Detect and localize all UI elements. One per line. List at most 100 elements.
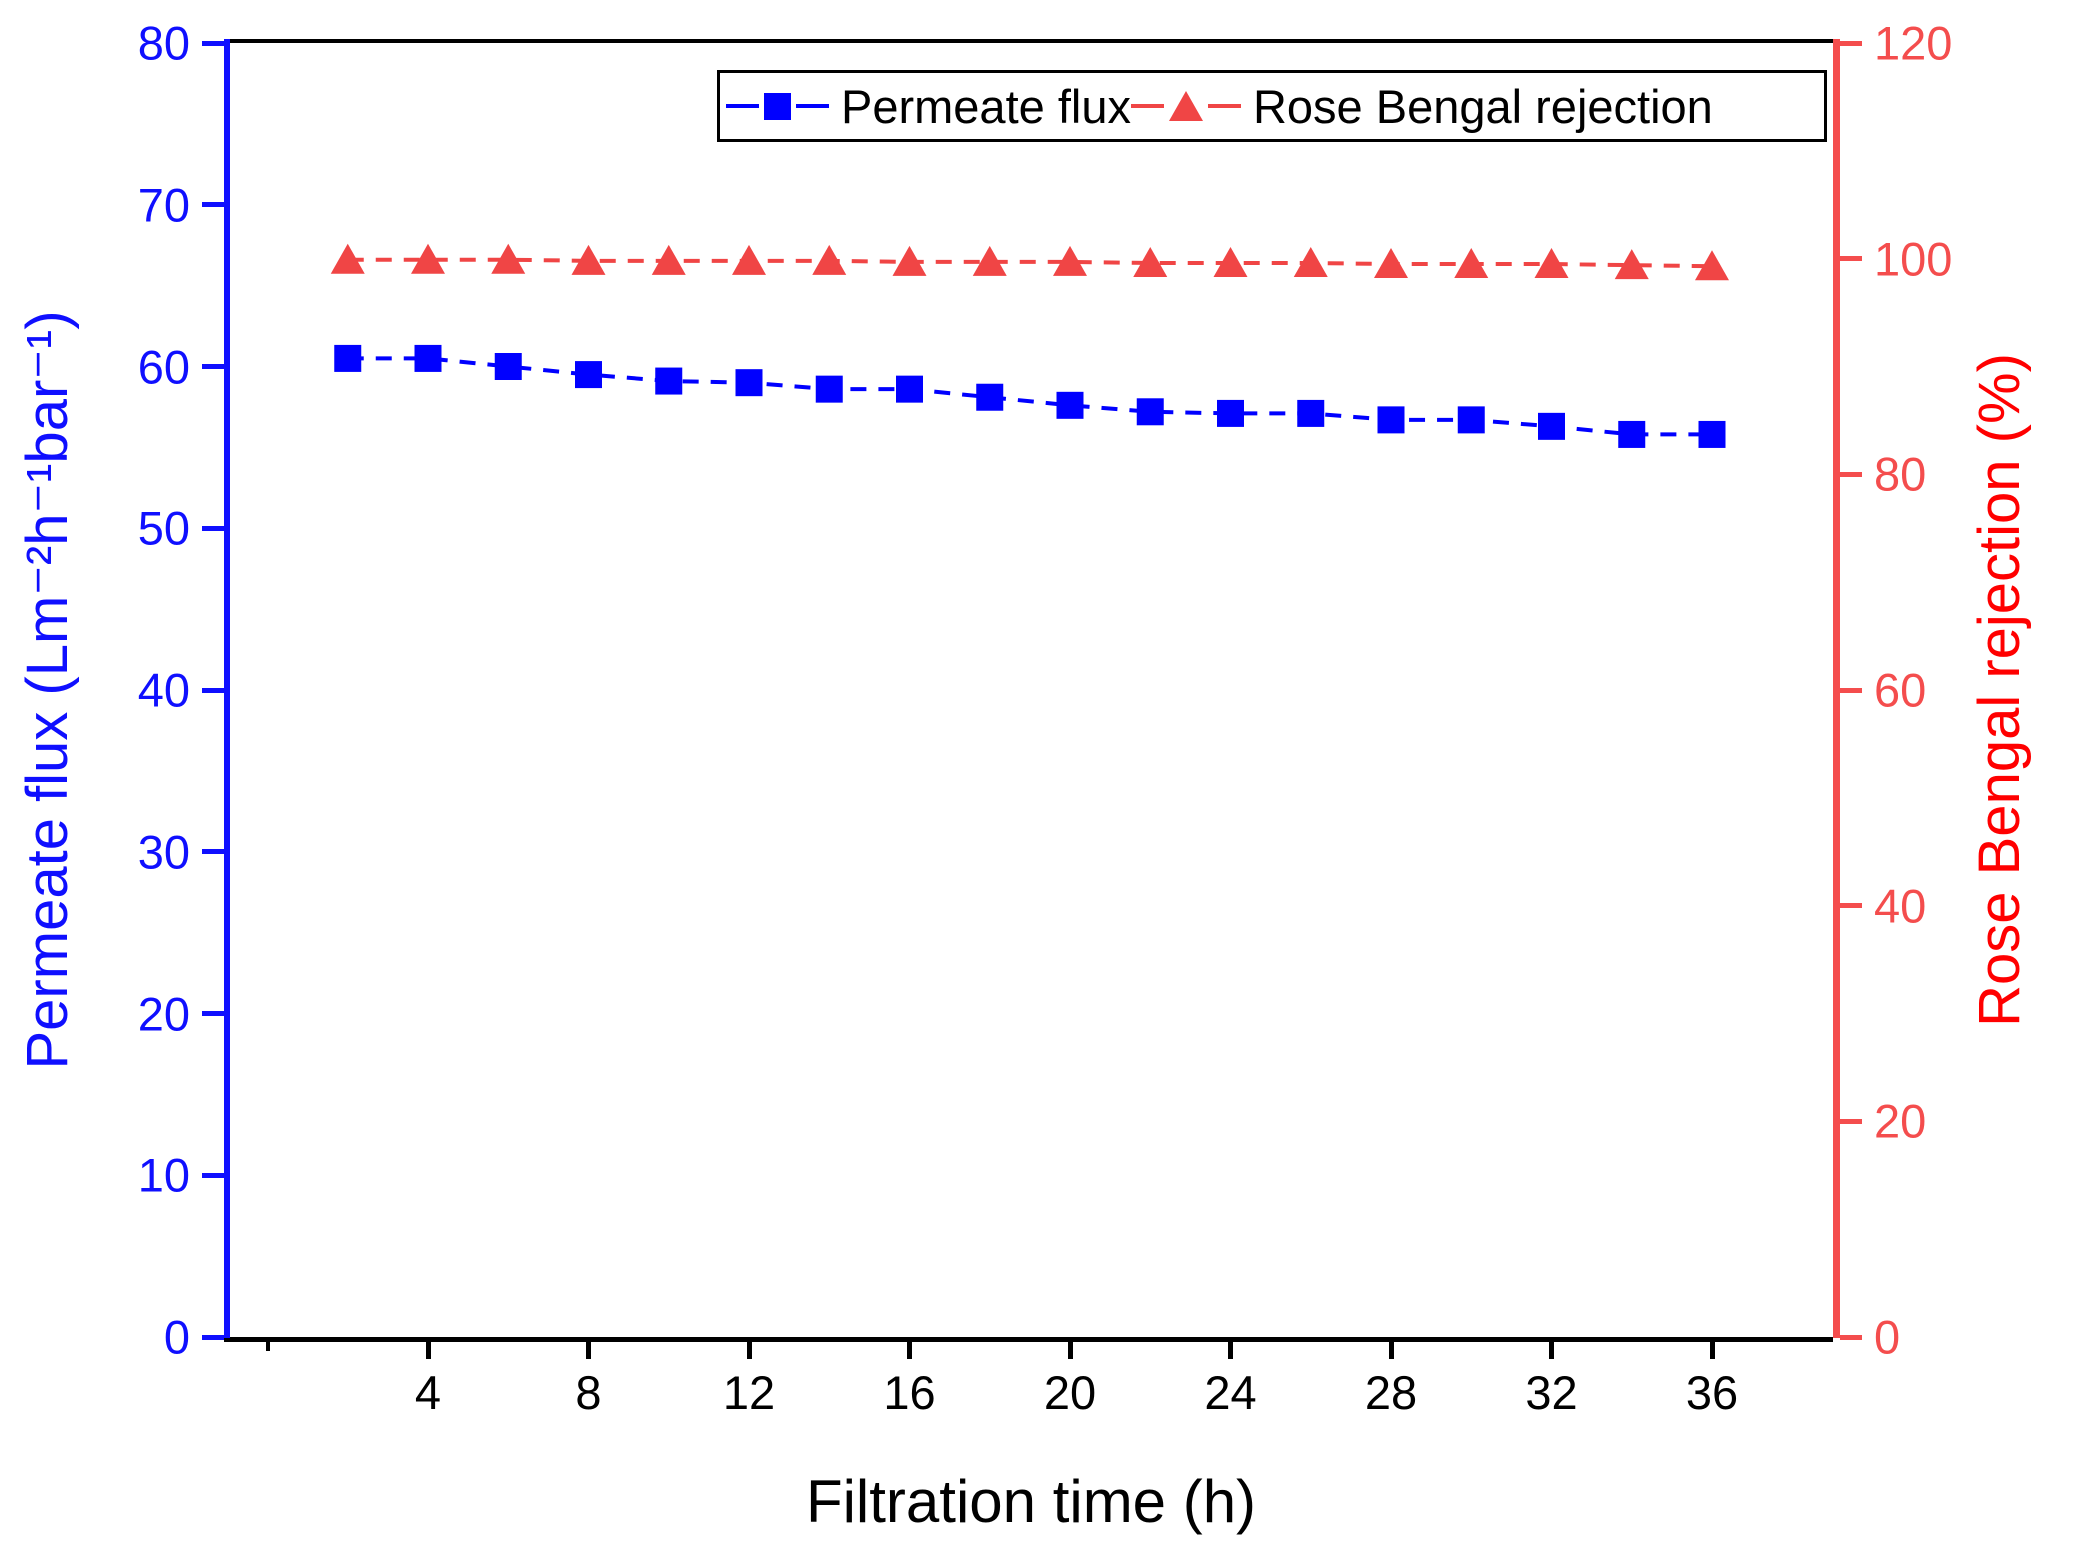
square-data-point	[815, 375, 843, 403]
x-axis-tick-label: 4	[414, 1366, 442, 1419]
x-axis-tick-label: 24	[1204, 1366, 1257, 1419]
right-y-axis-tick-label: 80	[1874, 447, 1927, 501]
square-data-point	[494, 353, 522, 380]
x-axis-tick	[1709, 1337, 1715, 1359]
left-y-axis-tick-label: 0	[163, 1310, 190, 1364]
square-data-point	[1377, 406, 1405, 434]
x-axis-tick-label: 28	[1364, 1366, 1418, 1419]
right-y-axis-title: Rose Bengal rejection (%)	[1967, 353, 2032, 1027]
right-y-axis-tick-label: 20	[1874, 1094, 1927, 1148]
x-axis-line	[224, 1337, 1833, 1342]
right-y-axis-tick	[1840, 471, 1862, 477]
square-data-point	[414, 344, 442, 372]
x-axis-tick-label: 20	[1043, 1366, 1097, 1419]
left-y-axis-tick	[202, 1172, 224, 1178]
triangle-up-data-point	[732, 244, 766, 275]
left-y-axis-tick	[202, 687, 224, 693]
square-data-point	[575, 361, 602, 389]
right-y-axis-tick	[1840, 256, 1862, 262]
square-data-point	[1136, 398, 1164, 426]
triangle-up-data-point	[1213, 246, 1248, 277]
triangle-up-data-point	[972, 245, 1007, 276]
square-data-point	[896, 375, 923, 403]
square-data-point	[1698, 420, 1726, 448]
square-data-point	[1538, 412, 1565, 440]
square-data-point	[655, 367, 683, 395]
right-y-axis-tick-label: 40	[1874, 879, 1927, 933]
series-line-permeate-flux	[347, 356, 1712, 437]
left-y-axis-tick	[202, 202, 224, 208]
right-y-axis-tick-label: 120	[1874, 16, 1953, 70]
x-axis-title: Filtration time (h)	[805, 1468, 1257, 1535]
left-y-axis-tick-label: 60	[137, 340, 190, 393]
left-y-axis-tick	[202, 40, 224, 46]
triangle-up-data-point	[1695, 250, 1729, 281]
triangle-up-data-point	[812, 244, 847, 275]
left-y-axis-tick-label: 20	[137, 987, 190, 1040]
series-line-rose-bengal-rejection	[347, 257, 1713, 269]
triangle-up-data-point	[1534, 248, 1569, 279]
left-y-axis-tick-label: 80	[137, 16, 190, 70]
x-axis-minor-tick	[265, 1337, 270, 1351]
left-y-axis-tick-label: 40	[137, 663, 190, 717]
triangle-up-data-point	[651, 244, 686, 275]
right-y-axis-tick	[1840, 687, 1862, 693]
left-y-axis-tick-label: 10	[137, 1148, 190, 1202]
x-axis-tick-label: 12	[722, 1366, 776, 1419]
triangle-up-data-point	[571, 244, 606, 275]
square-data-point	[976, 383, 1004, 411]
right-y-axis-line	[1833, 39, 1840, 1338]
left-y-axis-title: Permeate flux (Lm⁻²h⁻¹bar⁻¹)	[15, 310, 80, 1070]
legend: Permeate flux Rose Bengal rejection	[717, 70, 1827, 142]
square-data-point	[1217, 399, 1244, 427]
x-axis-tick	[1228, 1337, 1233, 1359]
x-axis-tick	[907, 1337, 912, 1359]
data-series-canvas	[330, 243, 1729, 448]
triangle-up-data-point	[1053, 245, 1087, 276]
left-y-axis-tick-label: 50	[137, 501, 190, 555]
x-axis-tick	[425, 1337, 431, 1359]
x-axis-tick	[1388, 1337, 1394, 1359]
left-y-axis-tick-label: 70	[137, 178, 190, 232]
triangle-marker-icon	[1130, 91, 1241, 121]
square-data-point	[735, 369, 763, 397]
triangle-up-data-point	[1133, 246, 1168, 277]
left-y-axis-tick	[202, 364, 224, 369]
x-axis-tick	[1067, 1337, 1073, 1359]
right-y-axis-tick	[1840, 1118, 1862, 1124]
triangle-up-data-point	[1614, 249, 1649, 280]
left-y-axis-tick	[202, 1334, 224, 1340]
left-y-axis-tick	[202, 1011, 224, 1016]
x-axis-tick	[586, 1337, 591, 1359]
right-y-axis-tick	[1840, 40, 1862, 46]
triangle-up-data-point	[411, 243, 445, 274]
left-y-axis-tick-label: 30	[137, 825, 190, 879]
square-marker-icon	[726, 92, 829, 120]
x-axis-tick-label: 36	[1685, 1366, 1739, 1419]
legend-entry-permeate-flux: Permeate flux	[726, 83, 1131, 130]
right-y-axis-tick-label: 100	[1874, 232, 1953, 286]
triangle-up-data-point	[491, 243, 526, 274]
x-axis-tick	[1549, 1337, 1554, 1359]
triangle-up-data-point	[1374, 248, 1408, 279]
plot-area	[224, 39, 1840, 1342]
legend-label: Permeate flux	[841, 79, 1131, 133]
triangle-up-data-point	[330, 243, 365, 274]
square-data-point	[1297, 399, 1325, 427]
legend-entry-rose-bengal-rejection: Rose Bengal rejection	[1130, 79, 1713, 133]
right-y-axis-tick	[1840, 1334, 1862, 1340]
square-data-point	[1457, 406, 1485, 434]
square-data-point	[1618, 420, 1646, 448]
triangle-up-data-point	[1293, 246, 1328, 277]
left-y-axis-tick	[202, 525, 224, 531]
x-axis-tick-label: 32	[1525, 1366, 1578, 1419]
square-data-point	[1056, 391, 1084, 419]
legend-label: Rose Bengal rejection	[1252, 79, 1713, 133]
x-axis-tick	[746, 1337, 752, 1359]
left-y-axis-line	[224, 39, 230, 1338]
square-data-point	[334, 344, 362, 372]
right-y-axis-tick	[1840, 903, 1862, 909]
x-axis-tick-label: 16	[883, 1366, 936, 1419]
right-y-axis-tick-label: 60	[1874, 663, 1927, 717]
